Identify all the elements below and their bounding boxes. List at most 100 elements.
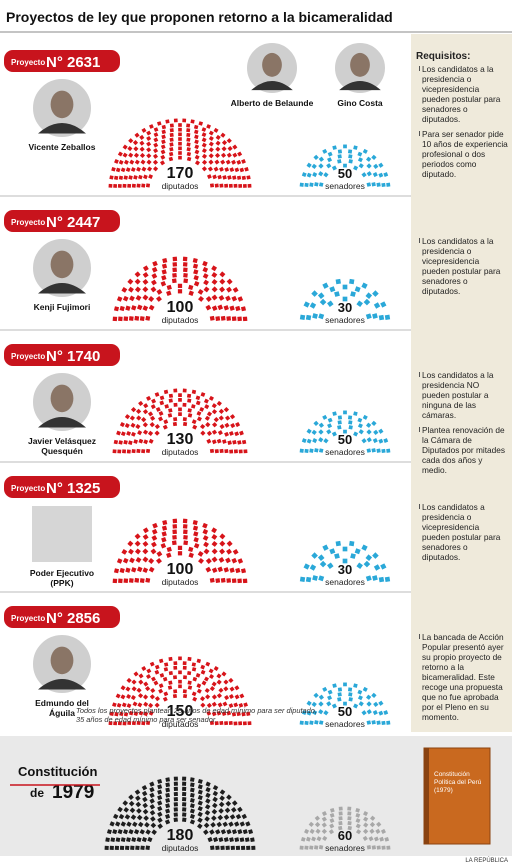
project-number: N° 1325 — [46, 480, 100, 497]
seat — [192, 424, 198, 430]
seat — [205, 694, 211, 700]
seat — [178, 393, 182, 397]
seat — [214, 449, 219, 454]
seat — [163, 389, 169, 395]
seat — [206, 438, 212, 444]
chamber-label: senadores — [325, 843, 365, 853]
seat — [192, 263, 199, 269]
note-item: Los candidatos a presidencia o vicepresi… — [416, 502, 508, 562]
seat — [148, 566, 155, 573]
seat — [188, 290, 194, 296]
seat — [130, 422, 136, 428]
seat — [131, 686, 137, 692]
seat — [207, 166, 213, 172]
seat — [337, 687, 343, 692]
seat — [366, 182, 372, 187]
book-spine — [424, 748, 429, 844]
seat — [138, 710, 144, 716]
seat — [311, 163, 317, 170]
seat — [121, 548, 128, 555]
seat — [212, 422, 218, 428]
seat — [348, 159, 353, 164]
seat — [154, 664, 160, 670]
seat — [201, 127, 207, 132]
seat — [183, 278, 189, 284]
seat — [168, 670, 173, 676]
seat — [314, 815, 320, 821]
seat — [155, 406, 161, 412]
seat — [335, 278, 341, 285]
seat — [173, 797, 178, 802]
seat — [183, 267, 188, 273]
seat — [131, 449, 136, 454]
seat — [318, 313, 325, 320]
seat — [202, 260, 208, 267]
seat — [350, 291, 356, 297]
seat — [312, 710, 318, 716]
project-tag — [4, 606, 120, 628]
seat — [193, 124, 199, 130]
seat — [137, 430, 143, 436]
seat — [117, 449, 122, 454]
person-name: Poder Ejecutivo — [30, 568, 94, 578]
seat — [118, 316, 123, 322]
seat — [322, 282, 329, 289]
seat — [135, 408, 142, 414]
seat — [363, 816, 369, 822]
seat — [146, 395, 152, 401]
seat — [137, 821, 144, 828]
seat — [149, 809, 156, 816]
seat — [323, 172, 329, 178]
chamber-label: senadores — [325, 577, 365, 587]
seat — [314, 720, 319, 725]
seat — [143, 701, 149, 707]
seat — [123, 175, 128, 180]
seat — [142, 409, 149, 415]
seat — [186, 147, 191, 152]
seat — [244, 837, 250, 843]
seat — [152, 166, 159, 172]
seat — [138, 673, 144, 679]
seat — [321, 822, 327, 828]
seat — [373, 701, 379, 708]
seat — [211, 567, 218, 573]
person-name: Vicente Zeballos — [29, 142, 96, 152]
seat — [158, 658, 164, 664]
seat — [203, 398, 209, 404]
seat — [105, 837, 110, 842]
seat — [157, 778, 163, 784]
seat — [321, 811, 327, 817]
seat — [183, 534, 188, 540]
seat — [182, 388, 187, 393]
seat — [318, 171, 324, 177]
seat — [131, 721, 136, 726]
seat — [306, 700, 312, 706]
seat — [246, 175, 251, 180]
seat — [224, 807, 231, 814]
seat — [141, 127, 147, 133]
seat — [153, 137, 159, 143]
seat — [224, 449, 229, 454]
seat — [220, 159, 226, 165]
seat — [147, 836, 153, 843]
seat — [189, 803, 195, 809]
seat — [157, 789, 163, 795]
seat — [161, 124, 167, 130]
seat — [169, 123, 174, 128]
seat — [311, 836, 317, 842]
seat — [142, 305, 149, 311]
seat — [145, 845, 150, 850]
seat — [153, 680, 159, 686]
seat — [209, 686, 215, 692]
seat — [205, 296, 212, 303]
seat — [113, 306, 120, 312]
seat — [134, 159, 140, 165]
seat — [311, 701, 317, 708]
seat — [305, 576, 312, 583]
chamber-label: senadores — [325, 181, 365, 191]
seat — [231, 557, 238, 564]
seat — [151, 528, 158, 535]
seat — [233, 721, 238, 726]
seat — [353, 411, 358, 416]
seat — [133, 829, 140, 835]
